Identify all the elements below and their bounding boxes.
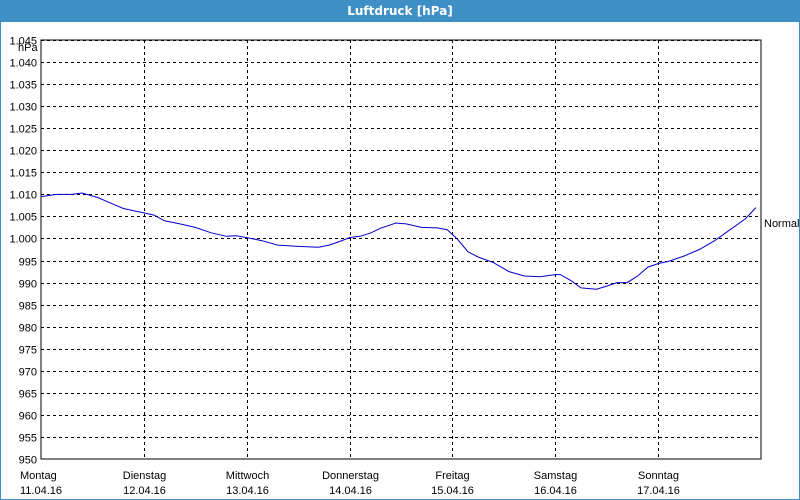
y-tick-label: 1.045 [9, 36, 37, 48]
y-tick-label: 950 [19, 455, 37, 467]
y-tick-label: 1.010 [9, 190, 37, 202]
y-tick-label: 955 [19, 433, 37, 445]
y-tick-label: 965 [19, 389, 37, 401]
x-tick-date: 14.04.16 [329, 485, 372, 497]
chart-title: Luftdruck [hPa] [1, 1, 799, 22]
y-tick-label: 1.015 [9, 168, 37, 180]
x-tick-date: 17.04.16 [637, 485, 680, 497]
y-tick-label: 980 [19, 323, 37, 335]
x-tick-day: Donnerstag [322, 470, 379, 482]
y-axis-label: hPa [18, 42, 38, 54]
y-tick-label: 975 [19, 345, 37, 357]
x-tick-date: 13.04.16 [226, 485, 269, 497]
x-tick-labels: Montag 11.04.16 Dienstag 12.04.16 Mittwoch 13… [20, 470, 680, 497]
y-tick-label: 1.035 [9, 80, 37, 92]
y-tick-label: 970 [19, 367, 37, 379]
plot-area [40, 39, 762, 460]
x-tick-day: Freitag [435, 470, 469, 482]
x-tick-date: 15.04.16 [431, 485, 474, 497]
y-tick-label: 995 [19, 257, 37, 269]
grid-lines [41, 40, 761, 459]
y-tick-label: 1.020 [9, 146, 37, 158]
x-tick-day: Mittwoch [226, 470, 269, 482]
y-tick-label: 985 [19, 301, 37, 313]
y-tick-label: 1.025 [9, 124, 37, 136]
y-tick-label: 1.005 [9, 212, 37, 224]
y-tick-label: 1.000 [9, 234, 37, 246]
y-tick-label: 1.040 [9, 58, 37, 70]
x-tick-date: 11.04.16 [20, 485, 62, 497]
x-tick-day: Dienstag [123, 470, 166, 482]
y-tick-label: 990 [19, 279, 37, 291]
normal-annotation: Normal [764, 218, 799, 230]
x-tick-date: 16.04.16 [534, 485, 577, 497]
x-tick-day: Samstag [534, 470, 577, 482]
y-tick-label: 1.030 [9, 102, 37, 114]
x-tick-day: Montag [20, 470, 57, 482]
x-tick-date: 12.04.16 [123, 485, 166, 497]
y-tick-labels: 1.045 1.040 1.035 1.030 1.025 1.020 1.015 1.010… [9, 36, 37, 467]
y-tick-label: 960 [19, 411, 37, 423]
x-tick-day: Sonntag [638, 470, 679, 482]
pressure-series-line [40, 192, 757, 290]
